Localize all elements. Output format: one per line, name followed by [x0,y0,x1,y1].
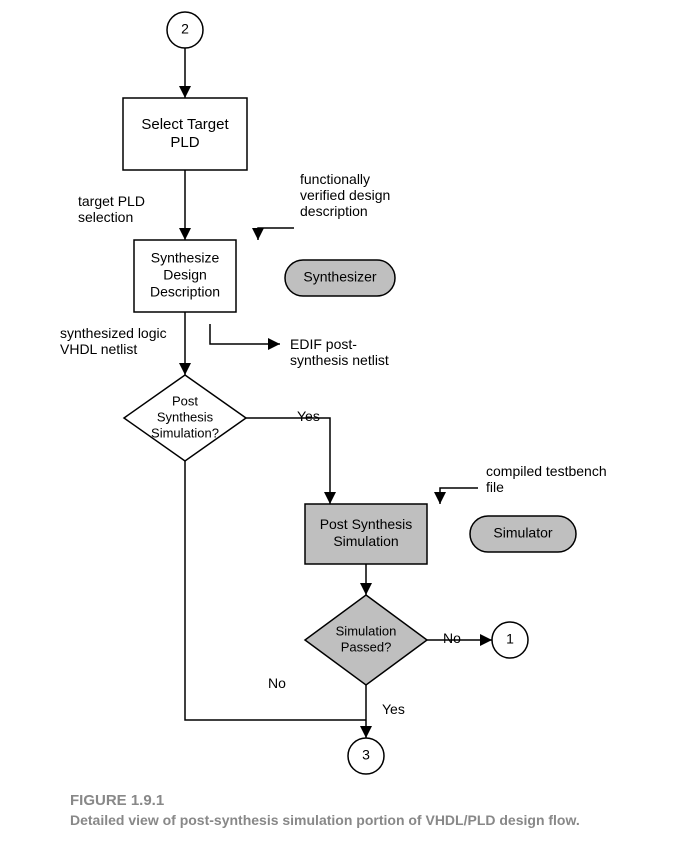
annotation-func-verified: description [300,203,368,219]
edge-synthesize-edif [210,324,280,344]
node-label-post-synth-decision: Post [172,393,198,408]
edge-compiled-testbench-post-synth-sim [440,488,470,504]
edge-label: selection [78,209,133,225]
node-label-synthesizer-tool: Synthesizer [303,269,376,285]
node-label-post-synth-decision: Simulation? [151,425,219,440]
node-label-sim-passed-decision: Passed? [341,639,392,654]
node-label-connector-1: 1 [506,631,514,647]
edge-label: No [268,675,286,691]
annotation-compiled-testbench: compiled testbench [486,463,607,479]
node-label-select-pld: PLD [170,134,199,151]
node-label-select-pld: Select Target [141,116,229,133]
figure-label: FIGURE 1.9.1 [70,792,164,809]
annotation-edif: EDIF post- [290,336,357,352]
edge-post-synth-decision-post-synth-sim [246,418,330,504]
annotation-compiled-testbench: file [486,479,504,495]
node-label-post-synth-sim: Post Synthesis [320,516,413,532]
node-label-simulator-tool: Simulator [493,525,552,541]
edge-func-verified-synthesize [258,228,286,240]
edge-label: synthesized logic [60,325,167,341]
edge-label: Yes [297,408,320,424]
node-label-post-synth-sim: Simulation [333,533,398,549]
annotation-func-verified: verified design [300,187,390,203]
edge-label: target PLD [78,193,145,209]
annotation-func-verified: functionally [300,171,370,187]
node-label-synthesize: Design [163,267,207,283]
node-label-connector-2: 2 [181,21,189,37]
figure-caption: Detailed view of post-synthesis simulati… [70,812,580,828]
node-label-sim-passed-decision: Simulation [336,623,397,638]
flowchart-diagram: target PLDselection synthesized logicVHDL… [0,0,699,842]
node-label-synthesize: Synthesize [151,250,220,266]
node-label-connector-3: 3 [362,747,370,763]
node-label-synthesize: Description [150,284,220,300]
annotation-edif: synthesis netlist [290,352,389,368]
edge-label: Yes [382,701,405,717]
edge-label: No [443,630,461,646]
node-label-post-synth-decision: Synthesis [157,409,214,424]
edge-label: VHDL netlist [60,341,137,357]
